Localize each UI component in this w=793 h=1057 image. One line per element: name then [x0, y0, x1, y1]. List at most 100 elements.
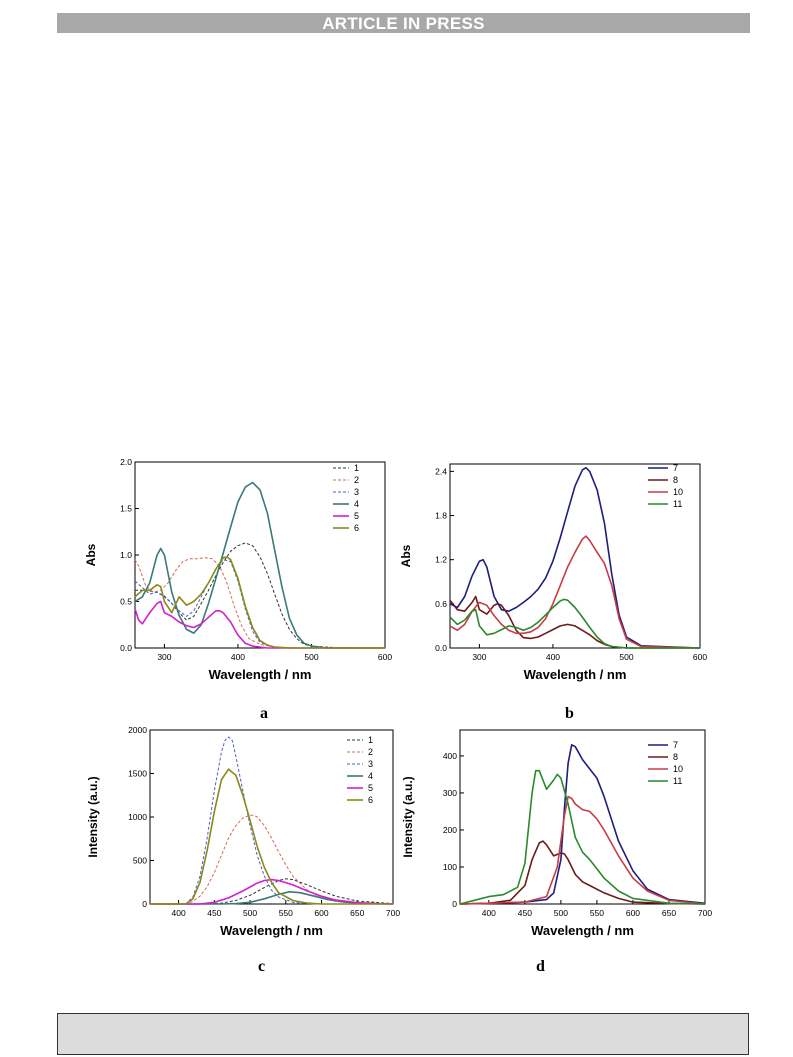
chart-b-svg: 300 400 500 600 0.0 0.6 1.2 1.8 2.4 Wavelength / … [399, 463, 707, 682]
panel-label-b: b [565, 705, 574, 722]
series-line-2 [134, 557, 385, 649]
legend-label-10: 10 [673, 764, 683, 774]
legend-label-1: 1 [368, 735, 373, 745]
article-in-press-banner: ARTICLE IN PRESS [57, 13, 750, 33]
series-line-6 [150, 768, 393, 905]
x-tick-label: 600 [314, 908, 328, 918]
chart-panel-d: 400 450 500 550 600 650 700 0 100 200 300 400 Wavele… [400, 718, 715, 988]
x-tick-label: 500 [619, 652, 633, 662]
legend-label-3: 3 [354, 487, 359, 497]
legend-label-10: 10 [673, 487, 683, 497]
x-tick-label: 650 [662, 908, 676, 918]
series-line-5 [150, 878, 394, 905]
y-tick-label: 1.5 [120, 504, 132, 514]
y-tick-label: 2.0 [120, 457, 132, 467]
legend-label-6: 6 [368, 795, 373, 805]
x-tick-label: 450 [518, 908, 532, 918]
y-tick-label: 1000 [128, 812, 147, 822]
plot-frame [449, 463, 701, 649]
x-tick-label: 500 [304, 652, 318, 662]
x-tick-label: 600 [693, 652, 707, 662]
y-tick-label: 0.0 [120, 643, 132, 653]
x-axis-label: Wavelength / nm [220, 923, 323, 938]
y-tick-label: 0.0 [435, 643, 447, 653]
series-line-3 [134, 559, 385, 649]
panel-label-c: c [258, 958, 266, 975]
x-tick-label: 400 [231, 652, 245, 662]
legend-label-7: 7 [673, 740, 678, 750]
legend-label-2: 2 [354, 475, 359, 485]
series-line-6 [134, 556, 385, 649]
y-axis-label: Abs [399, 544, 413, 567]
chart-panel-c: 400 450 500 550 600 650 700 0 500 1000 1500 2000 Wav… [85, 718, 400, 988]
x-tick-label: 300 [472, 652, 486, 662]
legend-label-8: 8 [673, 475, 678, 485]
y-axis-label: Abs [84, 543, 98, 566]
x-tick-label: 600 [626, 908, 640, 918]
y-tick-label: 1500 [128, 769, 147, 779]
x-tick-label: 500 [554, 908, 568, 918]
series-line-10 [449, 535, 701, 649]
x-tick-label: 300 [157, 652, 171, 662]
y-tick-label: 2.4 [435, 466, 447, 476]
legend-label-8: 8 [673, 752, 678, 762]
y-tick-label: 0.5 [120, 597, 132, 607]
y-tick-label: 200 [443, 825, 457, 835]
panel-label-d: d [536, 958, 545, 975]
series-line-10 [459, 795, 706, 905]
legend-label-4: 4 [368, 771, 373, 781]
x-tick-label: 700 [386, 908, 400, 918]
x-tick-label: 500 [243, 908, 257, 918]
x-tick-label: 400 [546, 652, 560, 662]
x-tick-label: 600 [378, 652, 392, 662]
legend-label-5: 5 [368, 783, 373, 793]
x-tick-label: 550 [279, 908, 293, 918]
chart-a-svg: 300 400 500 600 0.0 0.5 1.0 1.5 2.0 Wavelength / … [84, 457, 392, 682]
x-tick-label: 400 [482, 908, 496, 918]
y-tick-label: 0 [452, 899, 457, 909]
x-axis-label: Wavelength / nm [531, 923, 634, 938]
legend-label-6: 6 [354, 523, 359, 533]
series-line-1 [150, 878, 394, 905]
x-tick-label: 650 [350, 908, 364, 918]
y-axis-label: Intensity (a.u.) [401, 776, 415, 857]
y-tick-label: 0.6 [435, 599, 447, 609]
series-line-4 [134, 481, 385, 649]
legend-label-5: 5 [354, 511, 359, 521]
x-tick-label: 450 [207, 908, 221, 918]
series-line-3 [150, 736, 393, 905]
legend-label-3: 3 [368, 759, 373, 769]
y-axis-label: Intensity (a.u.) [86, 776, 100, 857]
legend-label-11: 11 [673, 776, 682, 786]
series-line-7 [449, 466, 701, 649]
series-line-11 [459, 769, 706, 905]
chart-panel-b: 300 400 500 600 0.0 0.6 1.2 1.8 2.4 Wavelength / … [399, 450, 710, 730]
chart-panel-a: 300 400 500 600 0.0 0.5 1.0 1.5 2.0 Wavelength / … [84, 450, 395, 730]
series-line-5 [134, 600, 385, 649]
plot-frame [459, 729, 706, 905]
legend-label-7: 7 [673, 463, 678, 473]
series-line-8 [449, 595, 700, 649]
x-axis-label: Wavelength / nm [524, 667, 627, 682]
x-axis-label: Wavelength / nm [209, 667, 312, 682]
chart-d-svg: 400 450 500 550 600 650 700 0 100 200 300 400 Wavele… [401, 729, 712, 938]
legend-label-1: 1 [354, 463, 359, 473]
y-tick-label: 0 [142, 899, 147, 909]
x-tick-label: 700 [698, 908, 712, 918]
series-line-1 [135, 542, 385, 649]
y-tick-label: 1.8 [435, 511, 447, 521]
legend-label-4: 4 [354, 499, 359, 509]
series-line-8 [459, 840, 706, 905]
y-tick-label: 2000 [128, 725, 147, 735]
y-tick-label: 100 [443, 862, 457, 872]
footer-box [57, 1013, 749, 1055]
panel-label-a: a [260, 705, 268, 722]
x-tick-label: 550 [590, 908, 604, 918]
y-tick-label: 1.0 [120, 550, 132, 560]
plot-frame [149, 729, 394, 905]
series-line-7 [459, 743, 706, 905]
legend-label-11: 11 [673, 499, 682, 509]
y-tick-label: 300 [443, 788, 457, 798]
y-tick-label: 500 [133, 856, 147, 866]
legend-label-2: 2 [368, 747, 373, 757]
